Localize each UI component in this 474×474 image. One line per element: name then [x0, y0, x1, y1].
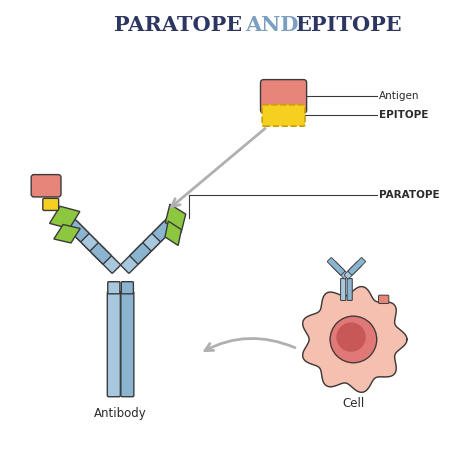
Polygon shape [165, 204, 186, 233]
Text: EPITOPE: EPITOPE [295, 15, 402, 35]
FancyBboxPatch shape [152, 212, 182, 242]
Text: PARATOPE: PARATOPE [114, 15, 242, 35]
FancyBboxPatch shape [130, 234, 160, 264]
FancyBboxPatch shape [348, 257, 365, 275]
Circle shape [330, 316, 377, 363]
Text: Antibody: Antibody [94, 407, 147, 420]
FancyBboxPatch shape [82, 234, 111, 264]
FancyBboxPatch shape [91, 244, 120, 273]
FancyArrowPatch shape [205, 338, 295, 351]
Text: Cell: Cell [342, 397, 365, 410]
FancyBboxPatch shape [261, 80, 307, 113]
Text: EPITOPE: EPITOPE [379, 110, 428, 120]
Text: Antigen: Antigen [379, 91, 419, 101]
FancyBboxPatch shape [59, 212, 89, 242]
FancyBboxPatch shape [43, 198, 59, 210]
FancyBboxPatch shape [262, 105, 305, 126]
FancyBboxPatch shape [341, 279, 346, 301]
FancyArrowPatch shape [172, 128, 265, 207]
FancyBboxPatch shape [68, 221, 98, 251]
FancyBboxPatch shape [121, 292, 134, 397]
Text: PARATOPE: PARATOPE [379, 190, 440, 200]
FancyBboxPatch shape [347, 279, 352, 301]
Polygon shape [303, 287, 407, 392]
Circle shape [337, 323, 365, 351]
FancyBboxPatch shape [107, 292, 120, 397]
Polygon shape [50, 206, 80, 228]
Polygon shape [54, 225, 80, 243]
FancyBboxPatch shape [121, 282, 133, 294]
Text: AND: AND [246, 15, 299, 35]
Polygon shape [165, 221, 182, 246]
FancyBboxPatch shape [121, 244, 150, 273]
FancyBboxPatch shape [31, 174, 61, 197]
FancyBboxPatch shape [328, 257, 345, 275]
FancyBboxPatch shape [344, 262, 362, 279]
FancyBboxPatch shape [379, 295, 389, 303]
FancyBboxPatch shape [331, 262, 349, 279]
FancyBboxPatch shape [143, 221, 173, 251]
FancyBboxPatch shape [108, 282, 120, 294]
